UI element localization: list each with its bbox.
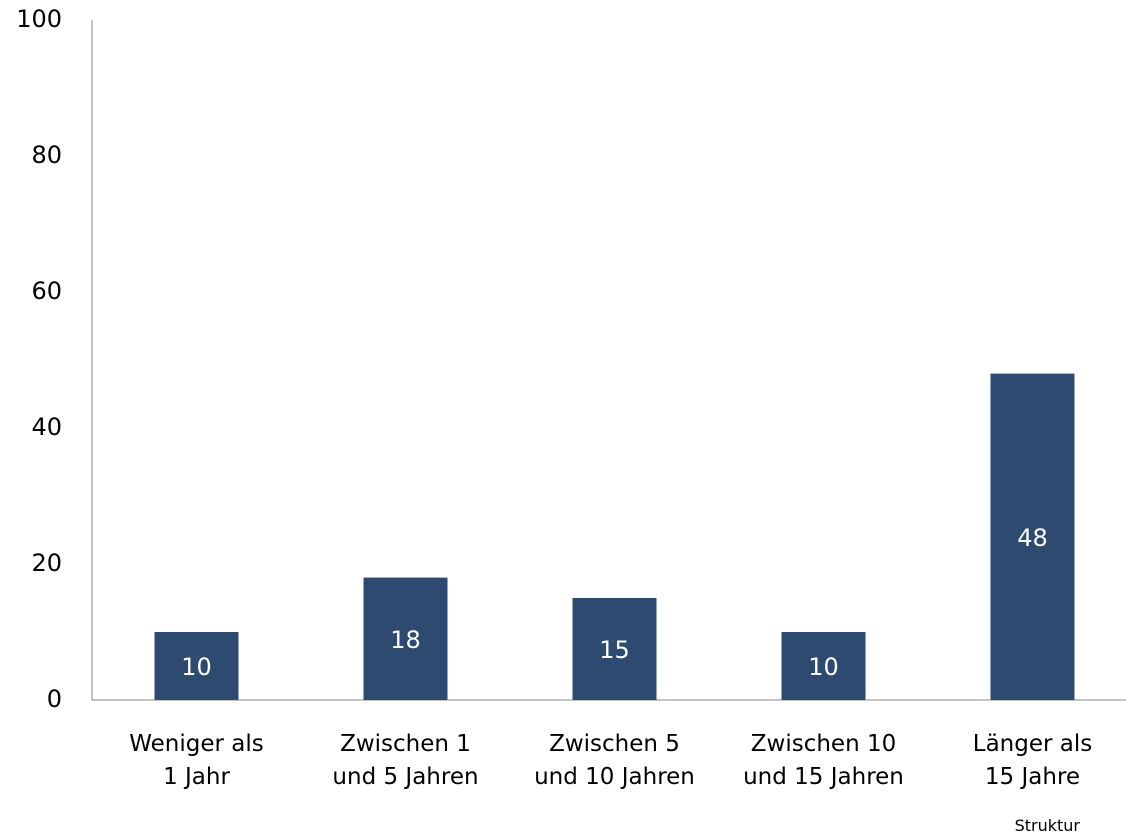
bar (572, 598, 657, 700)
x-tick-label: Länger als 15 Jahre (972, 731, 1093, 790)
bar (781, 632, 866, 700)
x-tick-label: Zwischen 5 und 10 Jahren (534, 731, 695, 790)
value-label: 18 (390, 626, 421, 654)
x-tick-label: Weniger als 1 Jahr (129, 731, 264, 790)
bar (363, 577, 448, 700)
note: Struktur (1014, 816, 1080, 835)
y-tick-label: 60 (31, 277, 62, 305)
y-tick-label: 80 (31, 141, 62, 169)
value-label: 15 (599, 636, 630, 664)
y-tick-label: 40 (31, 413, 62, 441)
y-tick-label: 100 (16, 5, 62, 33)
y-tick-label: 0 (47, 685, 62, 713)
bar (154, 632, 239, 700)
x-tick-label: Zwischen 1 und 5 Jahren (332, 731, 479, 790)
bar (990, 373, 1075, 700)
x-tick-label: Zwischen 10 und 15 Jahren (743, 731, 904, 790)
value-label: 10 (808, 653, 839, 681)
value-label: 48 (1017, 524, 1048, 552)
y-tick-label: 20 (31, 549, 62, 577)
value-label: 10 (181, 653, 212, 681)
